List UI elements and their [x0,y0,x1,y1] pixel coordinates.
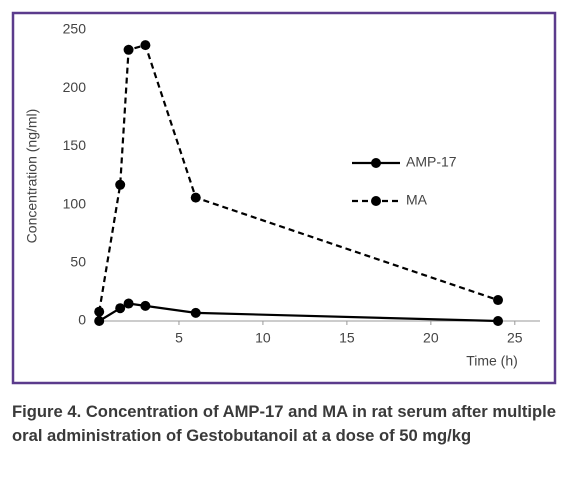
legend-label: MA [406,192,428,208]
y-tick-label: 200 [63,79,87,95]
data-point [140,40,151,51]
chart: Time (h) Concentration (ng/ml) 0 50 100 150… [11,11,557,385]
caption: Figure 4. Concentration of AMP-17 and MA… [12,402,556,445]
y-tick-label: 250 [63,21,87,37]
y-tick-label: 0 [78,312,86,328]
data-point [493,295,504,306]
frame [11,11,557,385]
y-tick-label: 50 [70,254,86,270]
x-axis-label: Time (h) [466,353,518,369]
data-point [94,306,105,317]
y-tick-label: 100 [63,195,87,211]
series-line [98,302,499,323]
data-point [123,298,134,309]
legend-marker [371,158,381,168]
x-tick-label: 15 [339,330,355,346]
data-point [94,316,105,326]
data-point [115,179,126,190]
data-point [190,192,201,203]
x-tick-label: 5 [175,330,183,346]
x-tick-label: 10 [255,330,271,346]
legend-label: AMP-17 [406,154,457,170]
x-tick-label: 25 [507,330,523,346]
series-line [98,43,499,312]
x-tick-label: 20 [423,330,439,346]
y-axis-label: Concentration (ng/ml) [24,109,40,244]
data-point [140,300,151,311]
data-point [123,44,134,55]
data-point [190,307,201,318]
legend-marker [371,196,381,206]
data-point [115,303,126,314]
y-tick-label: 150 [63,137,87,153]
data-point [493,316,504,326]
